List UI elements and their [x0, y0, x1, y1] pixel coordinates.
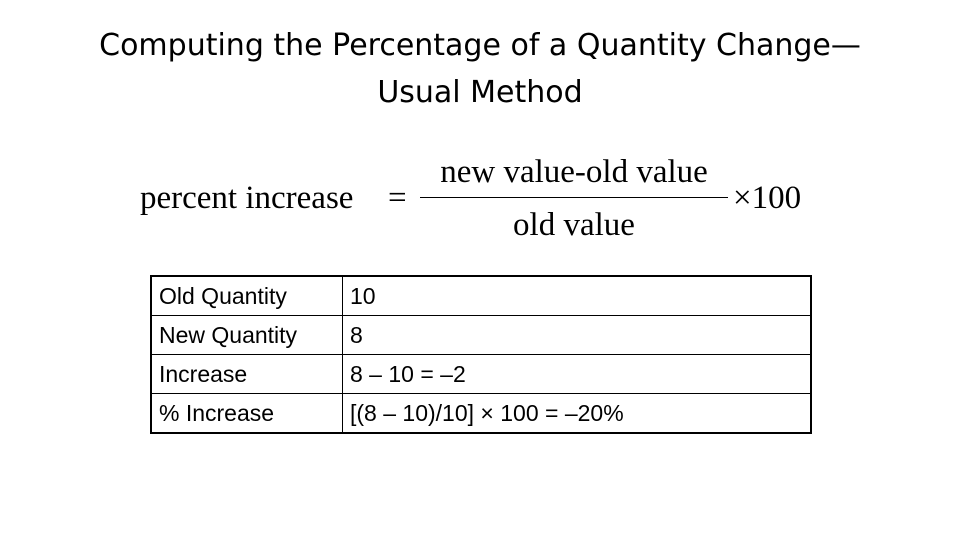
table-cell: [(8 – 10)/10] × 100 = –20%	[342, 393, 811, 433]
table-cell: Increase	[151, 354, 343, 394]
table-cell: Old Quantity	[151, 276, 343, 316]
formula-equals: =	[388, 180, 407, 216]
table-cell: 8	[342, 315, 811, 355]
title: Computing the Percentage of a Quantity C…	[0, 22, 960, 116]
formula-numerator: new value-old value	[440, 154, 708, 190]
table-row: Increase 8 – 10 = –2	[151, 354, 811, 394]
formula-lhs: percent increase	[140, 180, 354, 216]
title-line: Computing the Percentage of a Quantity C…	[99, 28, 861, 63]
table-row: New Quantity 8	[151, 315, 811, 355]
table: Old Quantity 10 New Quantity 8 Increase 8 – 1…	[150, 275, 812, 434]
table-cell: % Increase	[151, 393, 343, 433]
formula-multiplier: ×100	[733, 180, 802, 216]
fraction-bar	[420, 197, 728, 198]
table-row: Old Quantity 10	[151, 276, 811, 316]
formula-denominator: old value	[513, 207, 635, 243]
table-cell: 10	[350, 282, 376, 309]
table-cell: New Quantity	[151, 315, 343, 355]
table-cell: 8 – 10 = –2	[342, 354, 811, 394]
title-line: Usual Method	[377, 75, 583, 110]
table-row: % Increase [(8 – 10)/10] × 100 = –20%	[151, 393, 811, 433]
